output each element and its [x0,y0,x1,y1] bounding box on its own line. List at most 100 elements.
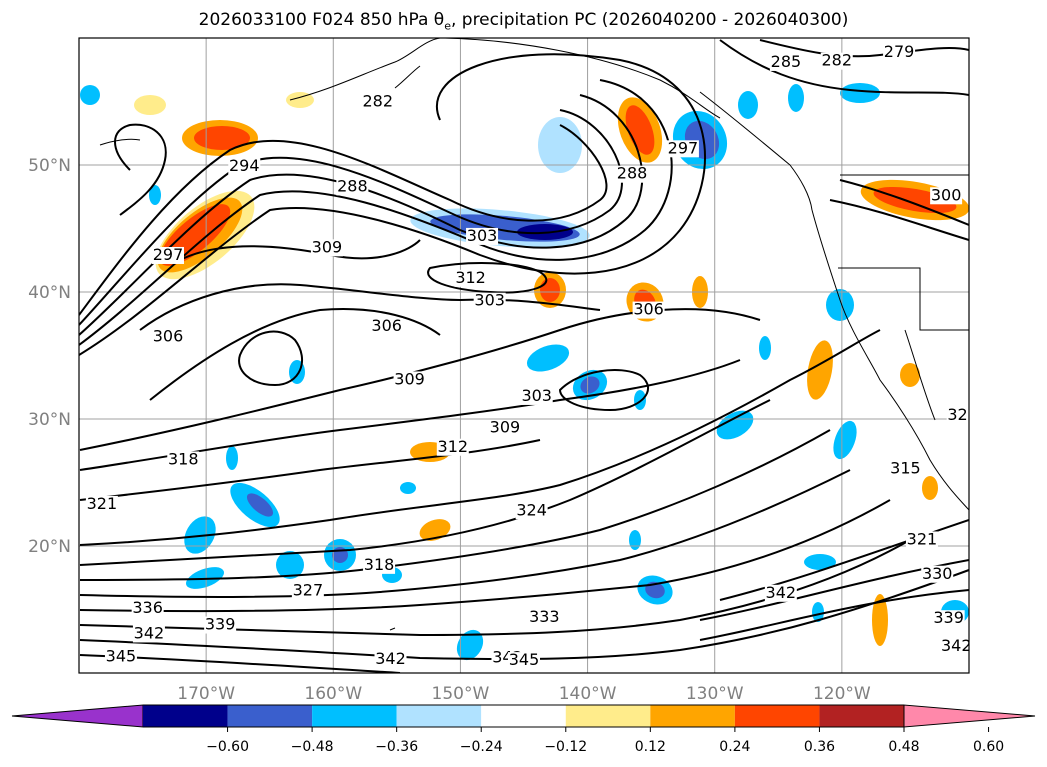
contour-label: 309 [394,369,425,388]
contour-label-bg [515,502,548,520]
contour-label: 297 [668,138,699,157]
plot-title: 2026033100 F024 850 hPa θe, precipitatio… [198,10,849,33]
contour-label-bg [616,165,649,183]
contour-label-bg [632,301,665,319]
contour-label-bg [104,648,137,666]
contour-label-bg [932,610,965,628]
contour-label: 303 [521,386,552,405]
contour-label-bg [167,451,200,469]
contour-label-bg [436,438,469,456]
contour-label-bg [528,608,561,626]
lat-tick-label: 50°N [28,156,71,176]
colorbar-bin [396,705,482,727]
contour-label: 315 [890,458,921,477]
contour-label-bg [132,625,165,643]
contour-label: 300 [931,185,962,204]
contour-label: 282 [363,91,394,110]
contour-label: 339 [933,608,964,627]
precip-blob [134,95,166,115]
precip-blob [873,186,957,214]
contour-label: 339 [205,615,236,634]
contour-label: 345 [509,650,540,669]
longitude-labels: 170°W 160°W 150°W 140°W 130°W 120°W [177,684,871,704]
contour-label-bg [488,419,521,437]
precip-blob [807,340,833,400]
contour-label-bg [520,387,553,405]
map-frame [78,37,970,674]
contour-label-bg [666,140,699,158]
contour-label-bg [228,158,261,176]
lon-tick-label: 140°W [559,684,617,704]
precip-blob [922,476,938,500]
contour-label-bg [131,600,164,618]
precip-blob [400,482,416,494]
colorbar-bin [565,705,651,727]
precip-blob [286,92,314,108]
contour-label: 285 [771,52,802,71]
contour-label-bg [152,328,184,346]
precip-blob [840,83,880,103]
contour-label: 342 [375,649,406,668]
precip-blob [246,493,274,517]
colorbar-bin [227,705,313,727]
colorbar-bin [312,705,397,727]
contour-label-bg [930,187,963,205]
contour-label: 312 [455,268,486,287]
contour-label: 318 [168,449,199,468]
contour-label-bg [374,650,407,668]
precip-blob [812,602,824,622]
contour-label-bg [889,460,922,478]
contour-label: 303 [467,226,498,245]
precip-blob [226,446,238,470]
contour-label: 342 [941,636,972,655]
colorbar-bin [734,705,820,727]
precip-blob [419,519,451,541]
colorbar-bin [143,705,228,727]
contour-label-bg [921,565,954,583]
contour-label-bg [454,269,487,287]
contour-label-bg [940,638,969,656]
contour-label-bg [363,556,396,574]
contour-label-bg [370,318,403,336]
contour-label: 279 [884,42,915,61]
precip-blob [80,85,100,105]
contour-label: 297 [153,245,184,264]
precip-blob [526,344,570,372]
contour-label-bg [466,227,499,245]
lon-tick-label: 120°W [813,684,871,704]
precip-blob [580,376,600,394]
contour-label-bg [473,292,506,310]
contour-label: 321 [907,529,938,548]
lon-tick-label: 150°W [432,684,490,704]
contour-label-bg [361,93,394,111]
precip-blob [634,390,646,410]
colorbar-tick-label: −0.24 [460,739,503,755]
precip-blob [738,91,758,119]
precip-blob [276,551,304,579]
colorbar-bin [819,705,904,727]
contour-labels: 279 282 285 282 294 288 288 297 300 303 297 309 312 3… [85,42,972,670]
contour-label-bg [769,53,802,71]
precip-blob [625,105,655,155]
colorbar-tick-label: 0.36 [804,739,835,755]
contour-label-bg [310,239,343,257]
contour-label: 324 [516,500,547,519]
contour-label-bg [393,371,426,389]
colorbar-bin [481,705,566,727]
colorbar-tick-label: 0.12 [635,739,666,755]
colorbar-bin [650,705,735,727]
contour-label: 306 [371,316,402,335]
latitude-labels: 50°N 40°N 30°N 20°N [28,156,71,557]
colorbar-over-triangle [903,704,1036,728]
colorbar-under-triangle [11,704,144,728]
precip-blob [716,410,754,440]
precip-blob [194,126,250,150]
lat-tick-label: 20°N [28,537,71,557]
contour-label: 318 [364,555,395,574]
precip-blob [872,594,888,646]
contour-label: 303 [474,291,505,310]
contour-label: 288 [617,164,648,183]
precip-blob [149,185,161,205]
